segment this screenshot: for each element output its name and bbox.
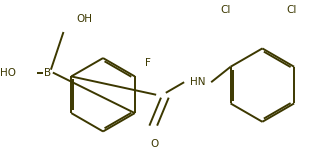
Text: Cl: Cl <box>286 5 297 15</box>
Text: F: F <box>145 58 151 68</box>
Text: Cl: Cl <box>220 5 231 15</box>
Text: OH: OH <box>76 14 92 24</box>
Text: HN: HN <box>190 77 205 87</box>
Text: HO: HO <box>0 68 16 78</box>
Text: O: O <box>150 139 158 149</box>
Text: B: B <box>45 68 51 78</box>
